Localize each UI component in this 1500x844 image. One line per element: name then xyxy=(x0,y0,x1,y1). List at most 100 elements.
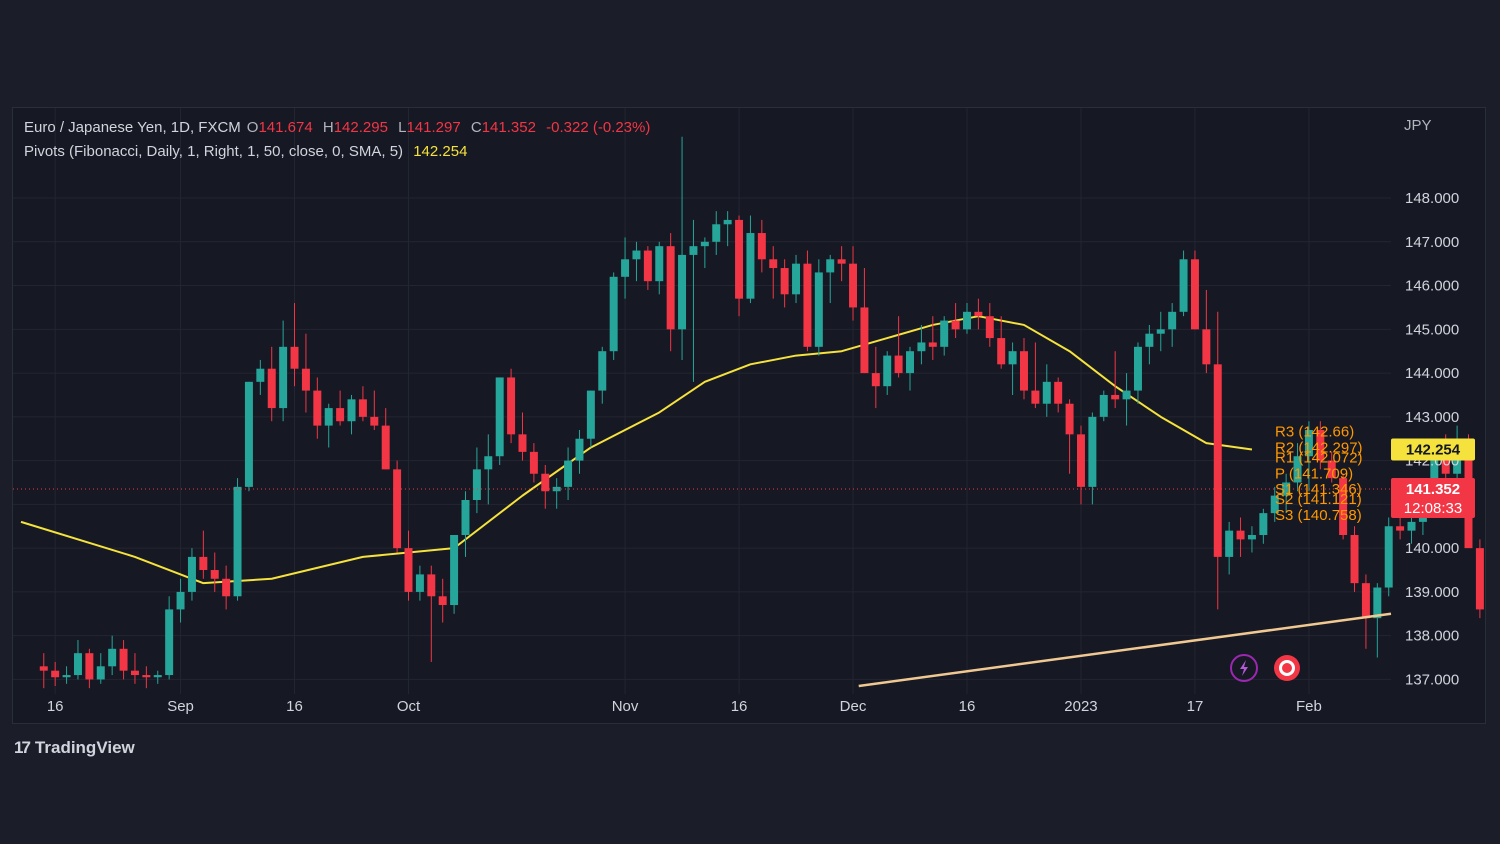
candle-up xyxy=(746,233,755,299)
candle-down xyxy=(735,219,744,299)
y-tick-label: 144.000 xyxy=(1405,365,1459,382)
open-value: 141.674 xyxy=(258,119,313,136)
candle-down xyxy=(336,408,345,422)
candle-up xyxy=(1145,333,1154,347)
x-tick-label: 16 xyxy=(286,698,303,715)
candle-up xyxy=(1225,530,1234,557)
candle-up xyxy=(1088,416,1097,487)
symbol-legend[interactable]: Euro / Japanese Yen, 1D, FXCM O141.674 H1… xyxy=(24,119,656,136)
tradingview-logo[interactable]: 17 TradingView xyxy=(14,738,135,758)
x-tick-label: Nov xyxy=(612,698,639,715)
x-tick-label: 16 xyxy=(47,698,64,715)
candle-down xyxy=(1111,394,1120,400)
candle-up xyxy=(176,591,185,610)
brand-text: TradingView xyxy=(34,738,135,757)
candle-up xyxy=(96,666,105,680)
pivot-label: S2 (141.121) xyxy=(1275,491,1362,508)
candle-up xyxy=(1384,526,1393,588)
y-tick-label: 147.000 xyxy=(1405,234,1459,251)
candle-down xyxy=(849,263,858,308)
candle-down xyxy=(51,670,60,678)
candle-down xyxy=(803,263,812,347)
tradingview-icon: 17 xyxy=(14,738,31,757)
candle-down xyxy=(1020,351,1028,391)
candle-up xyxy=(575,438,584,461)
candle-up xyxy=(1156,329,1165,334)
candle-down xyxy=(1065,403,1074,435)
candle-up xyxy=(883,355,892,387)
candle-up xyxy=(723,219,732,225)
candle-down xyxy=(974,311,983,317)
candle-down xyxy=(643,250,652,282)
candle-down xyxy=(222,578,231,597)
candle-up xyxy=(324,408,333,426)
candle-up xyxy=(244,381,253,487)
change-value: -0.322 (-0.23%) xyxy=(546,119,651,136)
candle-down xyxy=(837,259,846,264)
candle-up xyxy=(564,460,573,487)
y-tick-label: 143.000 xyxy=(1405,409,1459,426)
candle-down xyxy=(928,342,937,347)
candle-up xyxy=(461,500,470,536)
candle-up xyxy=(700,241,709,247)
candle-up xyxy=(621,259,630,277)
high-value: 142.295 xyxy=(333,119,388,136)
candle-up xyxy=(586,390,595,439)
candle-up xyxy=(450,535,459,606)
candle-up xyxy=(632,250,641,260)
candle-down xyxy=(871,373,880,387)
candle-down xyxy=(757,233,766,260)
candle-down xyxy=(381,425,390,470)
candle-up xyxy=(187,556,196,592)
candle-down xyxy=(313,390,322,426)
candle-down xyxy=(860,307,869,374)
candle-up xyxy=(552,486,561,492)
currency-label: JPY xyxy=(1404,117,1432,134)
candle-up xyxy=(712,224,721,242)
candle-down xyxy=(1316,429,1325,461)
lightning-icon[interactable] xyxy=(1230,654,1258,682)
indicator-legend[interactable]: Pivots (Fibonacci, Daily, 1, Right, 1, 5… xyxy=(24,143,473,160)
candle-down xyxy=(985,316,994,339)
candle-down xyxy=(769,259,778,269)
candle-up xyxy=(1373,587,1382,619)
symbol-title: Euro / Japanese Yen, 1D, FXCM xyxy=(24,119,241,136)
candle-up xyxy=(917,342,926,352)
pivot-label: R2 (142.297) xyxy=(1275,440,1363,457)
price-tag xyxy=(1391,438,1475,461)
candle-up xyxy=(1304,429,1313,457)
chart-panel[interactable]: R3 (142.66) R2 (142.297) R1 (142.072) P (14… xyxy=(12,107,1486,724)
candle-down xyxy=(1213,364,1222,557)
candle-down xyxy=(290,346,299,369)
candle-down xyxy=(1190,259,1199,330)
candle-down xyxy=(39,666,48,671)
indicator-value: 142.254 xyxy=(413,143,468,160)
candle-up xyxy=(963,311,971,330)
candle-up xyxy=(598,351,607,391)
x-tick-label: 16 xyxy=(959,698,976,715)
candlestick-chart[interactable]: R3 (142.66)R2 (142.297)R1 (142.072)P (14… xyxy=(13,108,1487,725)
candle-up xyxy=(1042,381,1051,404)
candle-up xyxy=(940,320,949,347)
candle-up xyxy=(279,346,288,409)
candle-up xyxy=(1247,535,1256,540)
record-icon[interactable] xyxy=(1274,655,1300,681)
pivot-label: R1 (142.072) xyxy=(1275,449,1363,466)
candle-up xyxy=(1259,513,1268,536)
candle-up xyxy=(153,675,162,678)
candle-up xyxy=(165,609,174,676)
x-tick-label: 17 xyxy=(1187,698,1204,715)
candle-up xyxy=(62,675,71,678)
y-tick-label: 137.000 xyxy=(1405,671,1459,688)
candle-down xyxy=(85,653,94,680)
sma-line xyxy=(20,315,1253,585)
candle-down xyxy=(210,570,219,579)
y-tick-label: 148.000 xyxy=(1405,190,1459,207)
candle-up xyxy=(73,653,82,676)
candle-down xyxy=(119,648,128,671)
y-tick-label: 138.000 xyxy=(1405,628,1459,645)
candle-down xyxy=(404,548,413,592)
price-tag-label: 142.254 xyxy=(1406,441,1461,458)
candle-down xyxy=(1236,530,1245,540)
pivot-label: P (141.709) xyxy=(1275,465,1353,482)
